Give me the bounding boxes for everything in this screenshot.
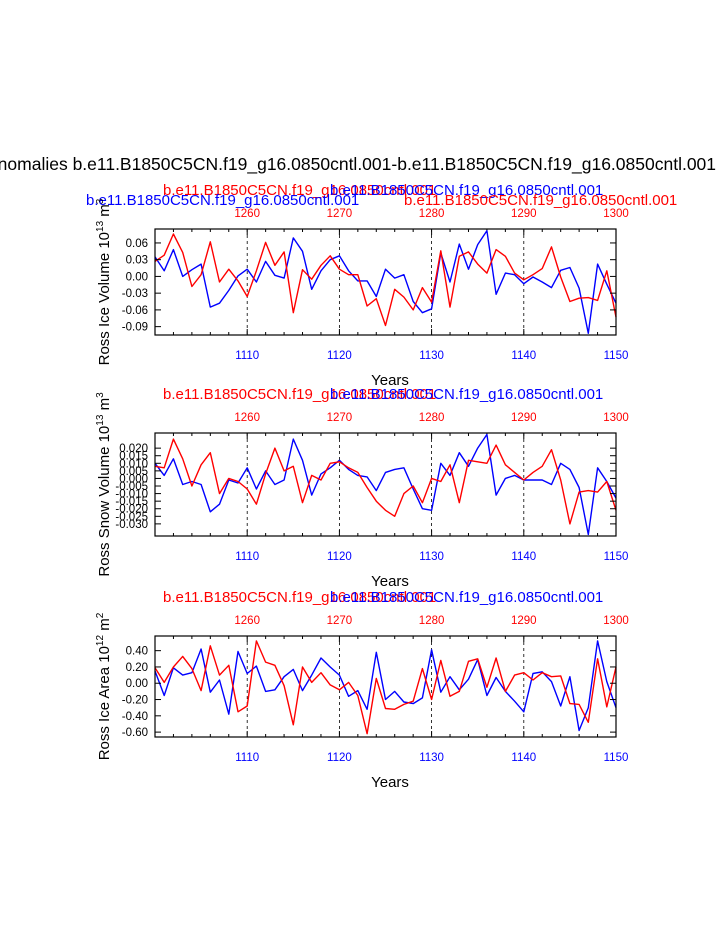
bottom-tick-label: 1120: [327, 752, 352, 764]
y-axis-label-part: Ross Ice Volume 10: [96, 232, 113, 365]
y-tick-label: -0.025: [115, 511, 148, 523]
x-axis-label: Years: [371, 774, 409, 791]
bottom-tick-label: 1140: [511, 551, 536, 563]
bottom-tick-label: 1110: [235, 350, 259, 362]
y-axis-label-part: 3: [95, 392, 106, 398]
y-tick-label: 0.03: [126, 255, 148, 267]
bottom-tick-label: 1110: [235, 752, 259, 764]
y-tick-label: -0.03: [122, 288, 148, 300]
y-tick-label: 0.00: [126, 678, 148, 690]
y-tick-label: -0.60: [122, 727, 148, 739]
bottom-tick-label: 1150: [604, 551, 629, 563]
series-label-red-left: b.e11.B1850C5CN.f19_g16.0850cntl.001: [163, 182, 436, 199]
y-tick-label: -0.015: [115, 496, 148, 508]
y-axis-label-part: 13: [95, 220, 106, 232]
panel-2: b.e11.B1850C5CN.f19_g16.0850cntl.001b.e1…: [95, 386, 629, 590]
series-label-blue-right: b.e11.B1850C5CN.f19_g16.0850cntl.001: [330, 386, 603, 403]
y-tick-label: -0.06: [122, 305, 148, 317]
bottom-tick-label: 1130: [419, 551, 444, 563]
bottom-tick-label: 1140: [511, 752, 536, 764]
top-tick-label: 1270: [327, 412, 353, 424]
y-tick-label: 0.20: [126, 662, 148, 674]
top-tick-label: 1290: [511, 208, 537, 220]
y-tick-label: -0.030: [115, 519, 148, 531]
y-tick-label: 0.40: [126, 646, 148, 658]
x-axis-label: Years: [371, 573, 409, 590]
y-axis-label: Ross Ice Volume 1013 m3: [95, 198, 113, 365]
series-label-blue-left: b.e11.B1850C5CN.f19_g16.0850cntl.001: [86, 192, 359, 209]
top-tick-label: 1300: [603, 208, 629, 220]
plot-frame: [154, 228, 617, 336]
y-tick-label: 0.00: [126, 271, 148, 283]
series-label-red-right: b.e11.B1850C5CN.f19_g16.0850cntl.001: [404, 192, 677, 209]
y-tick-label: 0.06: [126, 238, 148, 250]
top-tick-label: 1280: [419, 615, 445, 627]
top-tick-label: 1300: [603, 412, 629, 424]
series-label-blue-right: b.e11.B1850C5CN.f19_g16.0850cntl.001: [330, 182, 603, 199]
y-tick-label: -0.010: [115, 489, 148, 501]
bottom-tick-label: 1140: [511, 350, 536, 362]
y-axis-label-part: m: [96, 398, 113, 415]
y-axis-label: Ross Snow Volume 1013 m3: [95, 392, 113, 577]
top-tick-label: 1290: [511, 615, 537, 627]
bottom-tick-label: 1120: [327, 350, 352, 362]
y-axis-label-part: m: [96, 204, 113, 221]
y-axis-label-part: Ross Snow Volume 10: [96, 426, 113, 577]
plot-frame: [154, 432, 617, 537]
bottom-tick-label: 1110: [235, 551, 259, 563]
series-line-blue: [154, 640, 617, 732]
y-tick-label: 0.010: [119, 458, 148, 470]
y-tick-label: 0.015: [119, 451, 148, 463]
x-axis-label: Years: [371, 372, 409, 389]
bottom-tick-label: 1150: [604, 752, 629, 764]
panel-3: b.e11.B1850C5CN.f19_g16.0850cntl.001b.e1…: [95, 589, 629, 791]
bottom-tick-label: 1130: [419, 350, 444, 362]
y-axis-label-part: 3: [95, 198, 106, 204]
y-axis-label-part: m: [96, 618, 113, 635]
top-tick-label: 1260: [234, 208, 260, 220]
series-label-red-left: b.e11.B1850C5CN.f19_g16.0850cntl.001: [163, 589, 436, 606]
top-tick-label: 1270: [327, 615, 353, 627]
plot-frame: [154, 635, 617, 738]
y-axis-label-part: 13: [95, 414, 106, 426]
series-line-blue: [154, 229, 617, 334]
y-tick-label: -0.09: [122, 322, 148, 334]
y-axis-label: Ross Ice Area 1012 m2: [95, 612, 113, 760]
bottom-tick-label: 1120: [327, 551, 352, 563]
y-tick-label: -0.40: [122, 711, 148, 723]
top-tick-label: 1260: [234, 412, 260, 424]
panel-1: b.e11.B1850C5CN.f19_g16.0850cntl.001b.e1…: [86, 182, 677, 389]
y-tick-label: -0.20: [122, 695, 148, 707]
y-axis-label-part: 12: [95, 635, 106, 647]
top-tick-label: 1260: [234, 615, 260, 627]
main-title: Anomalies b.e11.B1850C5CN.f19_g16.0850cn…: [0, 154, 723, 178]
y-tick-label: 0.020: [119, 443, 148, 455]
top-tick-label: 1300: [603, 615, 629, 627]
top-tick-label: 1270: [327, 208, 353, 220]
top-tick-label: 1280: [419, 412, 445, 424]
bottom-tick-label: 1150: [604, 350, 629, 362]
series-label-red-left: b.e11.B1850C5CN.f19_g16.0850cntl.001: [163, 386, 436, 403]
series-line-red: [154, 438, 617, 525]
y-tick-label: 0.005: [119, 466, 148, 478]
y-tick-label: -0.005: [115, 481, 148, 493]
series-line-red: [154, 640, 617, 735]
main-title-text: Anomalies b.e11.B1850C5CN.f19_g16.0850cn…: [0, 154, 717, 174]
series-line-blue: [154, 433, 617, 536]
top-tick-label: 1290: [511, 412, 537, 424]
series-label-blue-right: b.e11.B1850C5CN.f19_g16.0850cntl.001: [330, 589, 603, 606]
y-tick-label: 0.000: [119, 473, 148, 485]
y-tick-label: -0.020: [115, 504, 148, 516]
y-axis-label-part: 2: [95, 612, 106, 618]
bottom-tick-label: 1130: [419, 752, 444, 764]
top-tick-label: 1280: [419, 208, 445, 220]
y-axis-label-part: Ross Ice Area 10: [96, 646, 113, 760]
series-line-red: [154, 233, 617, 327]
